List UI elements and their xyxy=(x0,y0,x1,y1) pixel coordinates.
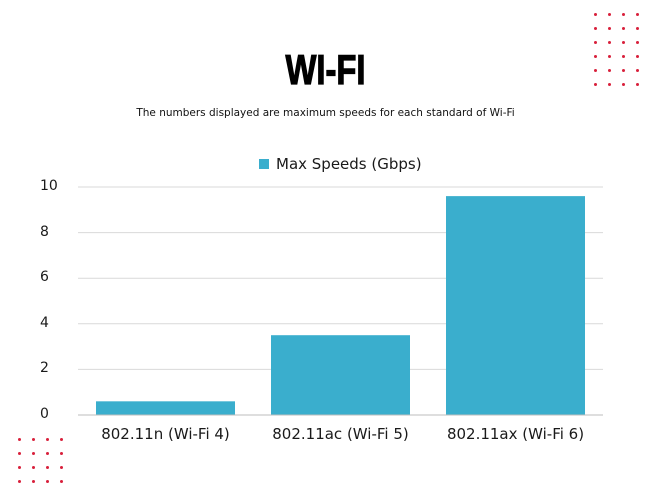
dot-icon xyxy=(32,452,35,455)
dot-icon xyxy=(636,41,639,44)
dot-icon xyxy=(46,452,49,455)
dot-icon xyxy=(636,83,639,86)
dot-icon xyxy=(622,69,625,72)
dot-icon xyxy=(60,480,63,483)
dot-icon xyxy=(18,438,21,441)
y-tick-label: 8 xyxy=(40,223,49,240)
chart-subtitle: The numbers displayed are maximum speeds… xyxy=(136,107,515,119)
y-tick-label: 6 xyxy=(40,269,49,286)
x-tick-label: 802.11ac (Wi-Fi 5) xyxy=(272,425,409,443)
dot-icon xyxy=(594,27,597,30)
dot-icon xyxy=(46,438,49,441)
dot-icon xyxy=(608,27,611,30)
legend-swatch-icon xyxy=(259,159,269,169)
dot-icon xyxy=(622,27,625,30)
y-tick-label: 4 xyxy=(40,314,49,331)
bar xyxy=(96,401,235,415)
dot-icon xyxy=(594,83,597,86)
dot-icon xyxy=(636,55,639,58)
chart-legend: Max Speeds (Gbps) xyxy=(259,155,422,173)
dot-icon xyxy=(622,13,625,16)
dot-icon xyxy=(32,438,35,441)
dot-icon xyxy=(608,13,611,16)
dot-icon xyxy=(608,41,611,44)
dot-icon xyxy=(18,466,21,469)
dot-icon xyxy=(60,452,63,455)
dot-icon xyxy=(622,41,625,44)
dot-icon xyxy=(32,480,35,483)
dot-icon xyxy=(18,452,21,455)
dot-icon xyxy=(46,480,49,483)
dot-icon xyxy=(594,13,597,16)
y-tick-label: 2 xyxy=(40,360,49,377)
x-tick-label: 802.11n (Wi-Fi 4) xyxy=(101,425,230,443)
dot-icon xyxy=(636,13,639,16)
y-tick-label: 0 xyxy=(40,406,49,422)
dot-icon xyxy=(594,41,597,44)
dot-icon xyxy=(594,55,597,58)
dot-icon xyxy=(46,466,49,469)
dot-icon xyxy=(608,83,611,86)
dot-icon xyxy=(622,55,625,58)
dot-icon xyxy=(32,466,35,469)
page-title: WI-FI xyxy=(285,45,366,93)
dot-icon xyxy=(608,69,611,72)
dot-icon xyxy=(60,438,63,441)
x-tick-label: 802.11ax (Wi-Fi 6) xyxy=(446,425,585,443)
decorative-dot-grid-bottom-left xyxy=(18,438,74,494)
y-tick-label: 10 xyxy=(40,178,58,194)
dot-icon xyxy=(594,69,597,72)
dot-icon xyxy=(60,466,63,469)
bars xyxy=(96,196,585,415)
dot-icon xyxy=(622,83,625,86)
legend-label: Max Speeds (Gbps) xyxy=(276,155,422,173)
dot-icon xyxy=(18,480,21,483)
dot-icon xyxy=(636,69,639,72)
bar xyxy=(446,196,585,415)
bar xyxy=(271,335,410,415)
dot-icon xyxy=(636,27,639,30)
decorative-dot-grid-top-right xyxy=(594,13,650,97)
dot-icon xyxy=(608,55,611,58)
